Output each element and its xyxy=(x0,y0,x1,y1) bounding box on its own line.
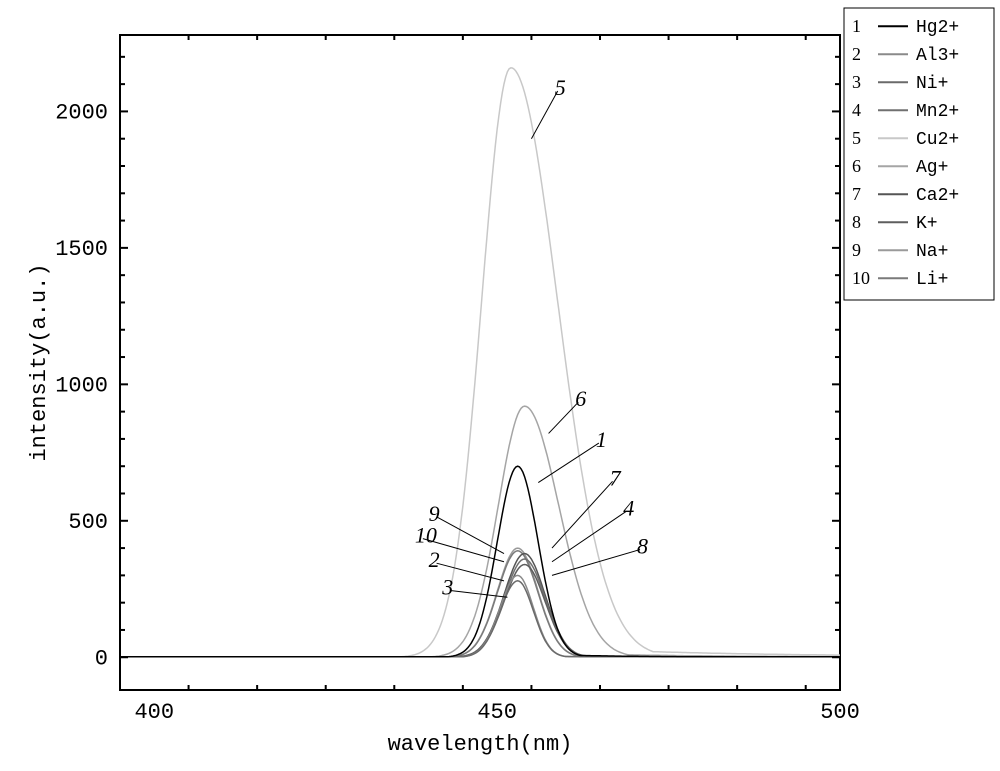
legend-label-9: Na+ xyxy=(916,242,948,262)
annotation-4: 4 xyxy=(623,495,634,520)
svg-text:2000: 2000 xyxy=(55,100,108,125)
legend-label-3: Ni+ xyxy=(916,74,948,94)
leader-8 xyxy=(552,550,640,576)
legend-label-2: Al3+ xyxy=(916,46,959,66)
legend-num-10: 10 xyxy=(852,268,870,288)
legend-label-6: Ag+ xyxy=(916,158,948,178)
leader-1 xyxy=(538,443,599,482)
legend-num-1: 1 xyxy=(852,16,861,36)
legend-num-7: 7 xyxy=(852,184,861,204)
leader-9 xyxy=(437,517,504,554)
series-8 xyxy=(120,565,840,657)
series-7 xyxy=(120,554,840,657)
legend-num-9: 9 xyxy=(852,240,861,260)
legend-num-3: 3 xyxy=(852,72,861,92)
svg-text:0: 0 xyxy=(95,646,108,671)
series-10 xyxy=(120,551,840,657)
spectrum-chart: 400 450 500 wavelength(nm) 0 500 1000 1500 2000 i… xyxy=(0,0,1000,771)
legend-num-2: 2 xyxy=(852,44,861,64)
series-1 xyxy=(120,466,840,657)
legend-label-7: Ca2+ xyxy=(916,186,959,206)
leader-3 xyxy=(450,590,507,597)
legend-label-10: Li+ xyxy=(916,270,948,290)
chart-svg: 400 450 500 wavelength(nm) 0 500 1000 1500 2000 i… xyxy=(0,0,1000,771)
legend-num-4: 4 xyxy=(852,100,861,120)
annotation-7: 7 xyxy=(610,465,622,490)
svg-text:1500: 1500 xyxy=(55,237,108,262)
annotation-3: 3 xyxy=(441,574,453,599)
svg-text:450: 450 xyxy=(477,700,517,725)
legend-label-5: Cu2+ xyxy=(916,130,959,150)
svg-text:500: 500 xyxy=(68,510,108,535)
legend-label-4: Mn2+ xyxy=(916,102,959,122)
series-4 xyxy=(120,559,840,657)
svg-text:wavelength(nm): wavelength(nm) xyxy=(388,732,573,757)
series-5 xyxy=(120,68,840,657)
annotation-1: 1 xyxy=(596,427,607,452)
annotation-8: 8 xyxy=(637,534,648,559)
annotation-5: 5 xyxy=(555,75,566,100)
svg-text:1000: 1000 xyxy=(55,373,108,398)
svg-text:400: 400 xyxy=(134,700,174,725)
legend-label-8: K+ xyxy=(916,214,938,234)
annotation-10: 10 xyxy=(415,523,437,548)
annotation-2: 2 xyxy=(429,547,440,572)
legend-num-6: 6 xyxy=(852,156,861,176)
legend-num-8: 8 xyxy=(852,212,861,232)
series-2 xyxy=(120,575,840,656)
legend-label-1: Hg2+ xyxy=(916,18,959,38)
legend-num-5: 5 xyxy=(852,128,861,148)
series-6 xyxy=(120,406,840,657)
svg-text:intensity(a.u.): intensity(a.u.) xyxy=(27,263,52,461)
svg-text:500: 500 xyxy=(820,700,860,725)
series-9 xyxy=(120,548,840,657)
series-3 xyxy=(120,581,840,657)
annotation-6: 6 xyxy=(575,386,586,411)
